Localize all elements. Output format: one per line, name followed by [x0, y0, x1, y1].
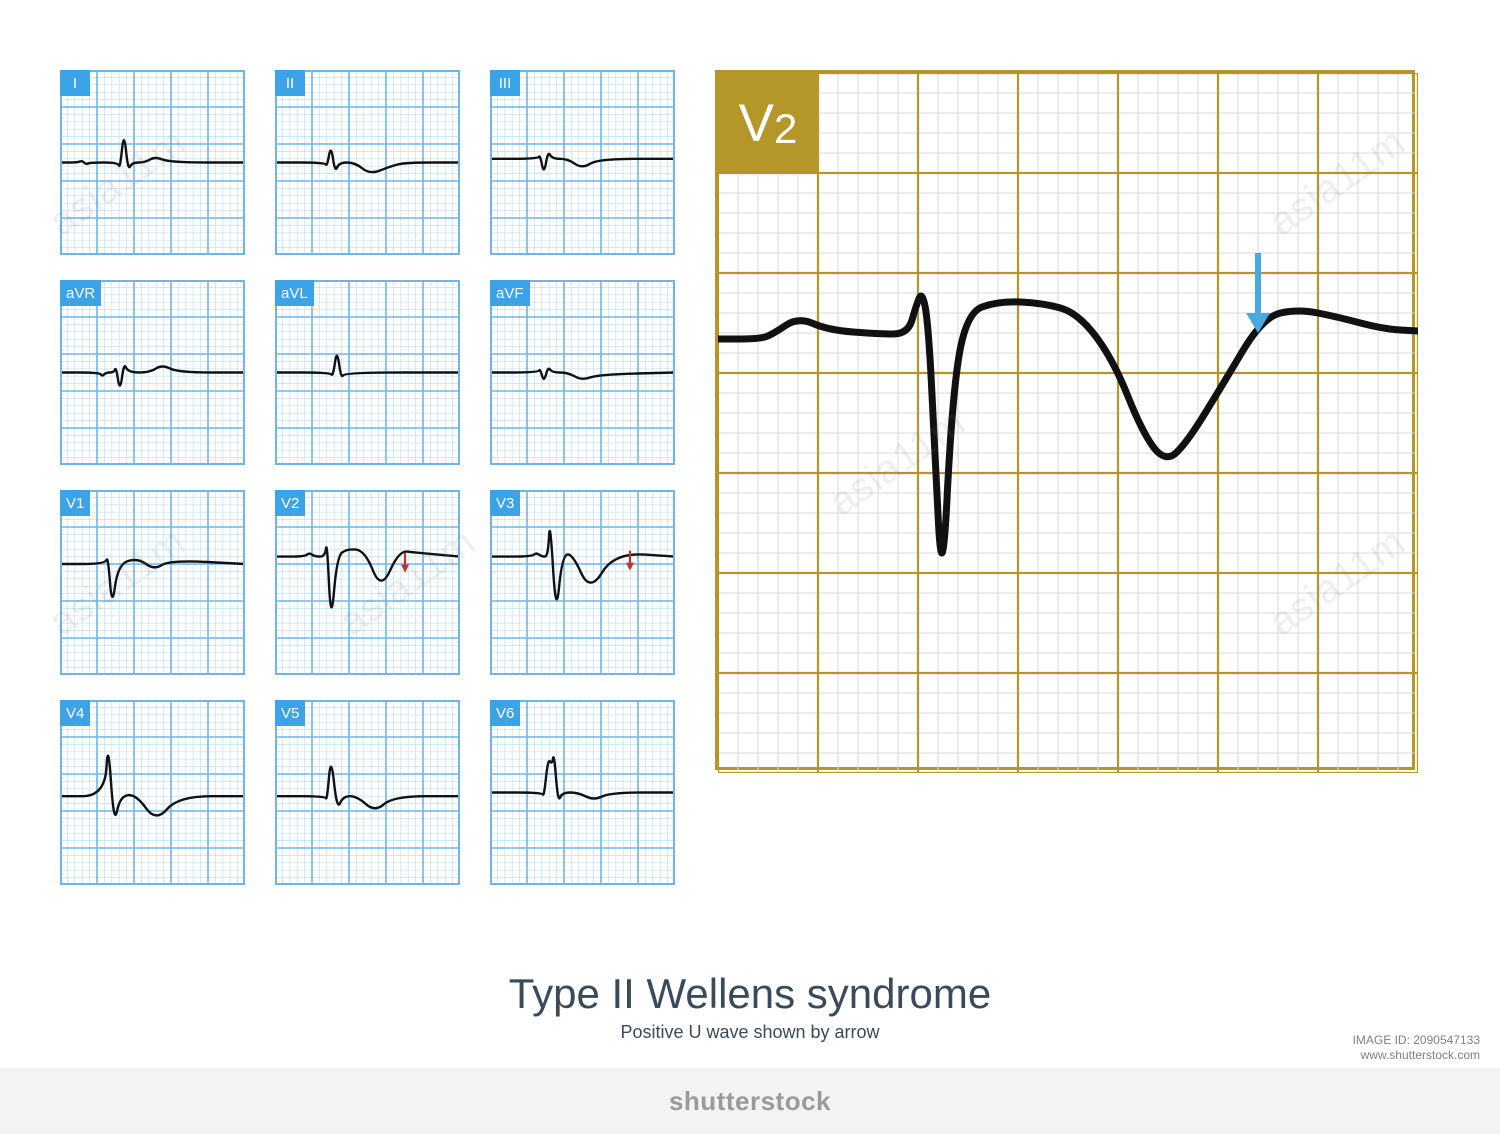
footer-id-2: www.shutterstock.com — [1353, 1048, 1480, 1064]
lead-cell-II: II — [275, 70, 460, 255]
lead-label-I: I — [60, 70, 90, 96]
lead-cell-aVF: aVF — [490, 280, 675, 465]
lead-cell-aVL: aVL — [275, 280, 460, 465]
lead-grid: IIIIIIaVRaVLaVFV1V2V3V4V5V6 — [60, 70, 680, 885]
lead-cell-V1: V1 — [60, 490, 245, 675]
bottom-strip: shutterstock — [0, 1068, 1500, 1134]
lead-label-III: III — [490, 70, 520, 96]
lead-label-V3: V3 — [490, 490, 520, 516]
lead-label-aVR: aVR — [60, 280, 101, 306]
lead-label-II: II — [275, 70, 305, 96]
lead-cell-V4: V4 — [60, 700, 245, 885]
lead-cell-V3: V3 — [490, 490, 675, 675]
lead-label-aVL: aVL — [275, 280, 314, 306]
lead-cell-III: III — [490, 70, 675, 255]
lead-cell-V5: V5 — [275, 700, 460, 885]
lead-label-V1: V1 — [60, 490, 90, 516]
lead-label-aVF: aVF — [490, 280, 530, 306]
lead-label-V6: V6 — [490, 700, 520, 726]
diagram-title: Type II Wellens syndrome — [0, 970, 1500, 1018]
lead-label-V4: V4 — [60, 700, 90, 726]
footer-id-1: IMAGE ID: 2090547133 — [1353, 1033, 1480, 1049]
diagram-subtitle: Positive U wave shown by arrow — [0, 1022, 1500, 1043]
content-area: IIIIIIaVRaVLaVFV1V2V3V4V5V6 V2 — [60, 70, 1440, 930]
lead-cell-V6: V6 — [490, 700, 675, 885]
lead-cell-V2: V2 — [275, 490, 460, 675]
twelve-lead-panel: IIIIIIaVRaVLaVFV1V2V3V4V5V6 — [60, 70, 680, 910]
enlarged-lead-panel: V2 — [715, 70, 1415, 770]
big-chart-label: V2 — [718, 73, 818, 173]
big-chart-v2: V2 — [715, 70, 1415, 770]
big-chart-label-2: 2 — [774, 105, 797, 153]
bottom-strip-text: shutterstock — [669, 1086, 831, 1117]
big-chart-label-v: V — [739, 93, 774, 154]
lead-cell-aVR: aVR — [60, 280, 245, 465]
page-root: IIIIIIaVRaVLaVFV1V2V3V4V5V6 V2 Type II W… — [0, 0, 1500, 1134]
lead-label-V5: V5 — [275, 700, 305, 726]
lead-cell-I: I — [60, 70, 245, 255]
lead-label-V2: V2 — [275, 490, 305, 516]
big-chart-arrow — [718, 73, 1418, 773]
footer-image-id: IMAGE ID: 2090547133 www.shutterstock.co… — [1353, 1033, 1480, 1064]
